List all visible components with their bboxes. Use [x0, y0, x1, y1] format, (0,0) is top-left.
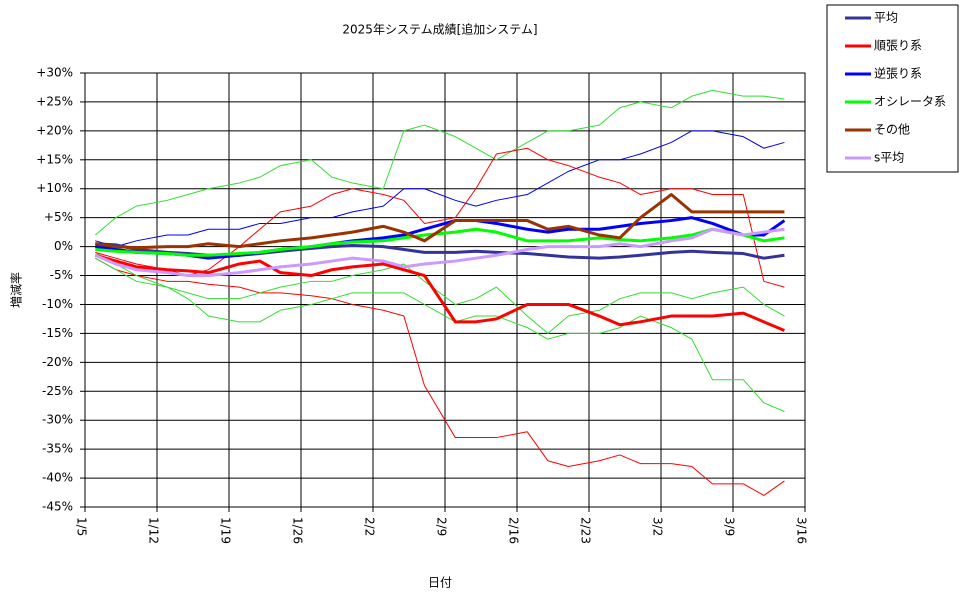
thin-line: [94, 89, 785, 236]
y-tick-label: -15%: [42, 326, 73, 340]
legend-label: 順張り系: [874, 39, 922, 53]
y-tick-label: -10%: [42, 297, 73, 311]
thin-line: [95, 257, 785, 334]
x-tick-label: 2/16: [507, 517, 521, 544]
y-tick-label: -5%: [50, 268, 73, 282]
x-tick-label: 2/9: [435, 517, 449, 536]
legend-label: オシレータ系: [874, 95, 946, 109]
x-tick-label: 1/5: [75, 517, 89, 536]
chart-title: 2025年システム成績[追加システム]: [342, 22, 537, 37]
y-tick-label: -35%: [42, 442, 73, 456]
y-tick-label: +15%: [36, 152, 73, 166]
y-tick-label: +10%: [36, 181, 73, 195]
x-tick-label: 1/26: [291, 517, 305, 544]
thin-line: [95, 130, 785, 248]
series-line: [95, 216, 786, 260]
y-tick-label: +5%: [44, 210, 73, 224]
y-tick-label: 0%: [54, 239, 73, 253]
x-tick-label: 1/19: [219, 517, 233, 544]
y-tick-label: -40%: [42, 471, 73, 485]
thin-line: [95, 257, 785, 496]
legend-label: s平均: [874, 151, 904, 165]
x-tick-label: 2/2: [363, 517, 377, 536]
x-tick-label: 2/23: [579, 517, 593, 544]
y-tick-label: -30%: [42, 413, 73, 427]
x-axis-label: 日付: [428, 576, 452, 590]
x-tick-label: 3/2: [651, 517, 665, 536]
series-line: [95, 193, 785, 250]
series-line: [94, 253, 786, 332]
thin-line: [95, 251, 785, 412]
y-tick-label: -25%: [42, 384, 73, 398]
legend-label: 平均: [874, 11, 898, 25]
legend-box: [826, 4, 959, 173]
legend-label: その他: [874, 123, 910, 137]
x-tick-label: 1/12: [147, 517, 161, 544]
y-tick-label: +30%: [36, 66, 73, 80]
y-tick-label: +20%: [36, 123, 73, 137]
x-tick-label: 3/9: [723, 517, 737, 536]
x-tick-label: 3/16: [795, 517, 809, 544]
series-line: [95, 227, 785, 257]
thin-line: [95, 147, 785, 288]
legend-label: 逆張り系: [874, 66, 922, 81]
y-tick-label: +25%: [36, 94, 73, 108]
y-tick-label: -20%: [42, 355, 73, 369]
plot-frame: [84, 72, 806, 508]
y-tick-label: -45%: [42, 500, 73, 514]
series-line: [94, 227, 785, 278]
y-axis-label: 増減率: [9, 272, 24, 308]
